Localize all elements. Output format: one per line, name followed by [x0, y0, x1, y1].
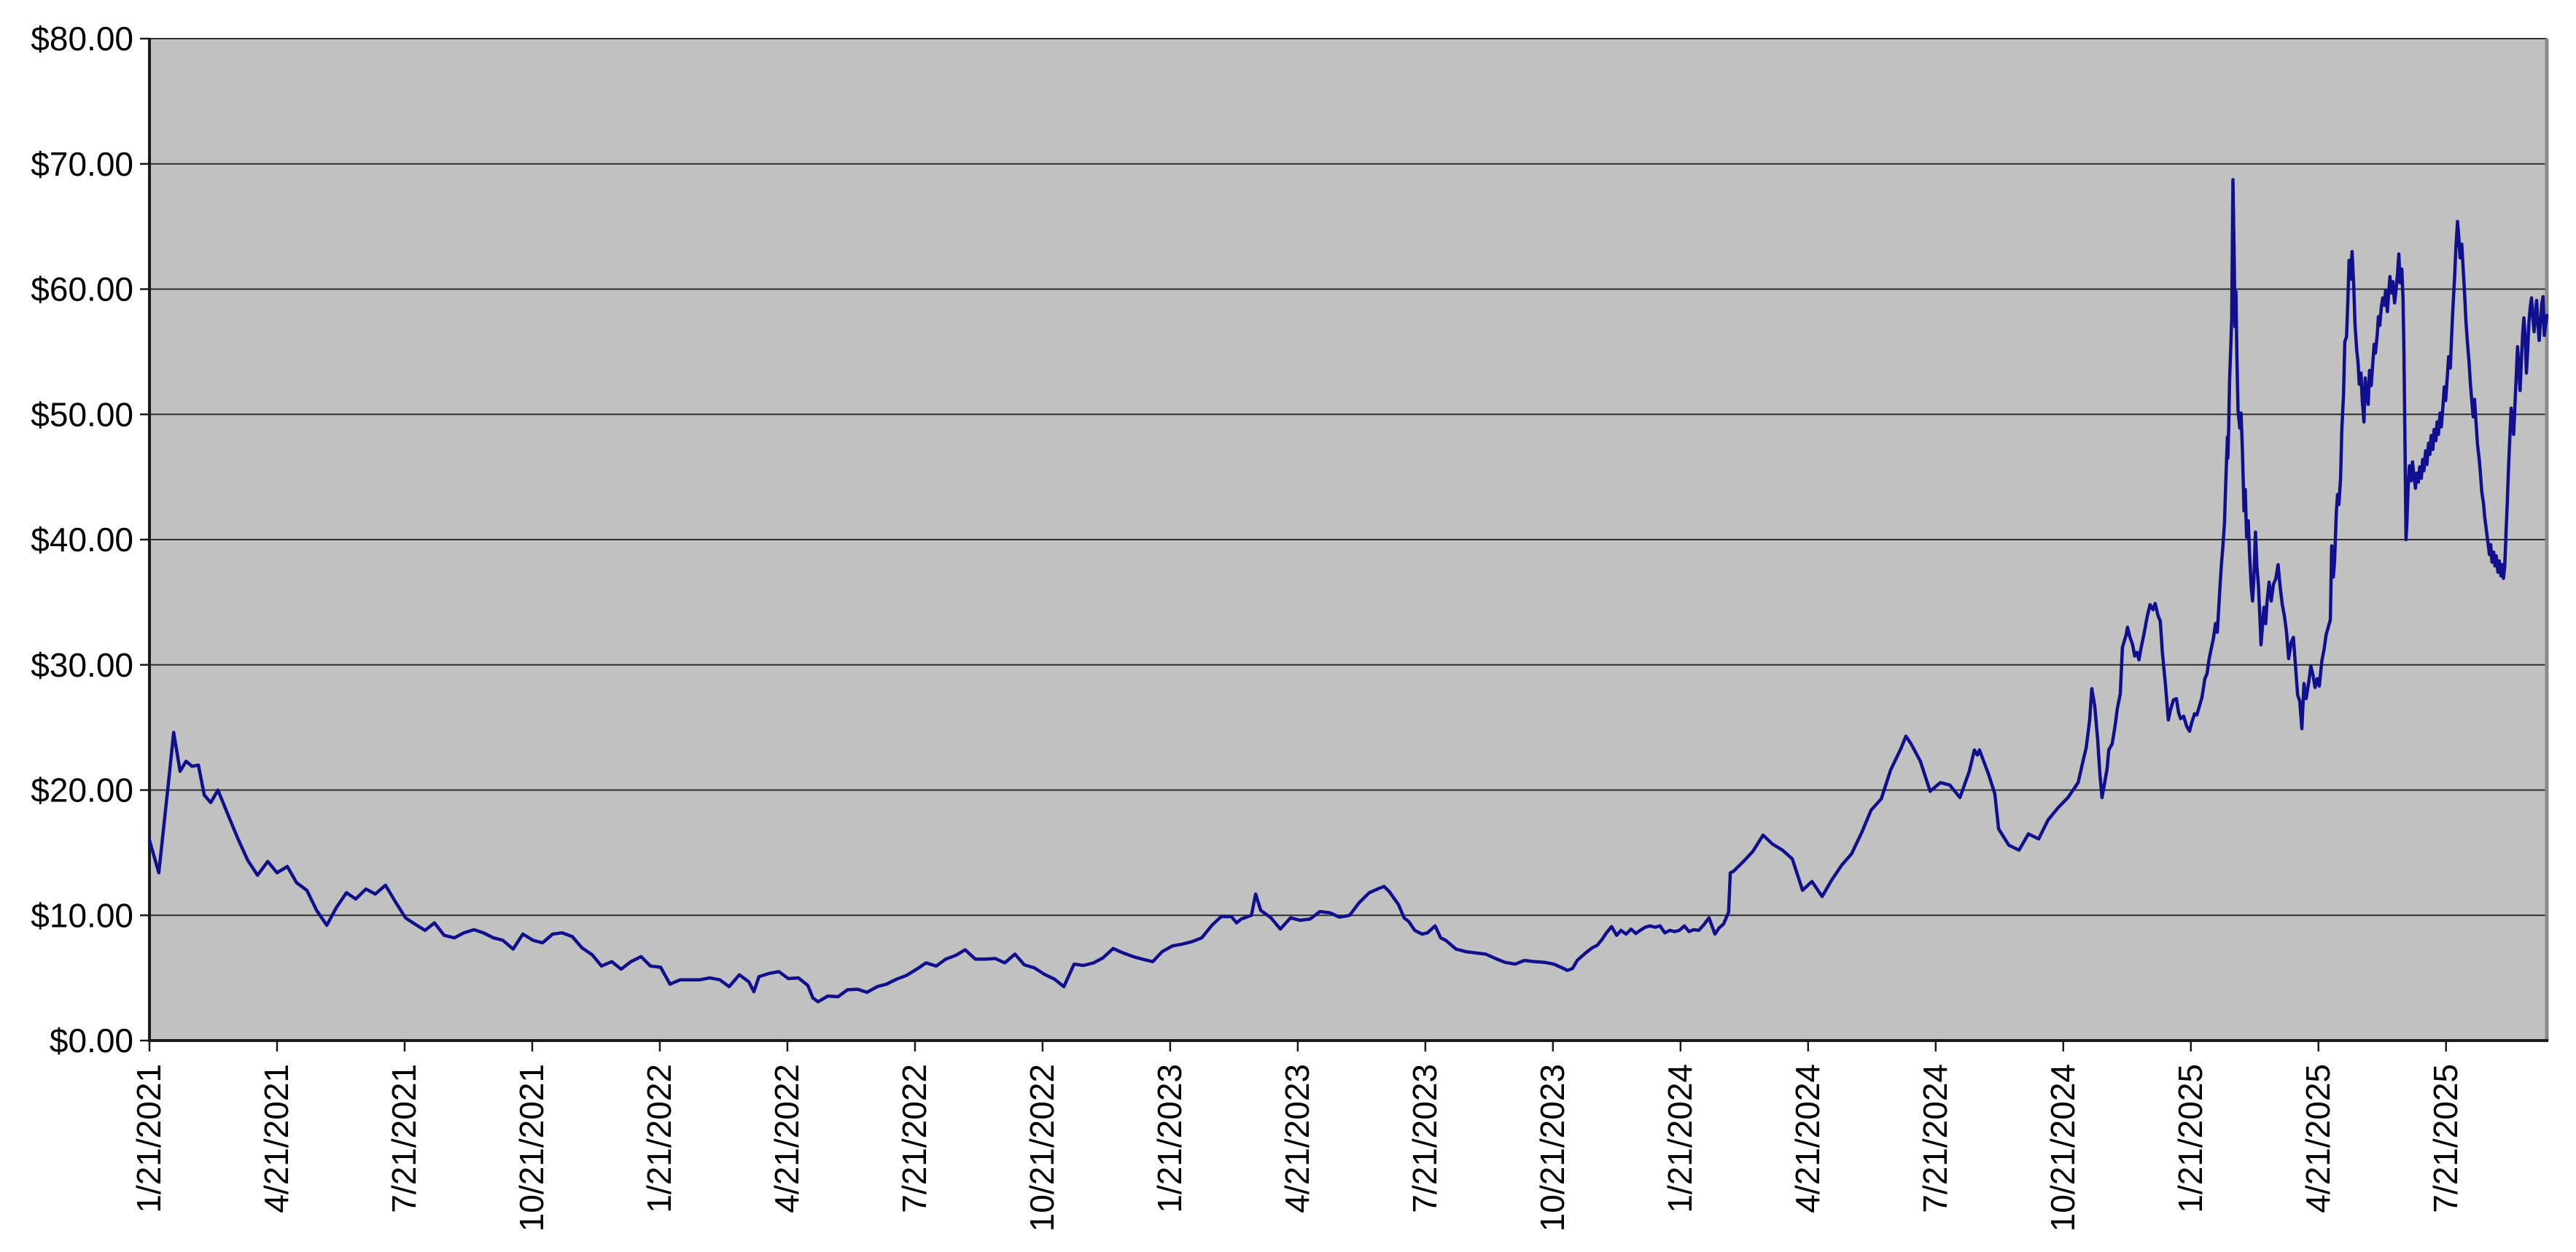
- y-axis-label: $50.00: [31, 395, 133, 433]
- x-axis-label: 10/21/2022: [1023, 1064, 1061, 1232]
- x-axis-label: 10/21/2024: [2044, 1064, 2082, 1232]
- x-axis-label: 4/21/2021: [257, 1064, 295, 1213]
- x-axis-label: 4/21/2022: [768, 1064, 806, 1213]
- x-axis-label: 1/21/2024: [1661, 1064, 1699, 1213]
- x-axis-label: 7/21/2025: [2427, 1064, 2464, 1213]
- x-axis-label: 10/21/2023: [1533, 1064, 1571, 1232]
- y-axis-label: $80.00: [31, 20, 133, 58]
- x-axis-label: 1/21/2021: [130, 1064, 168, 1213]
- x-axis-label: 1/21/2025: [2171, 1064, 2209, 1213]
- y-axis-label: $60.00: [31, 271, 133, 308]
- x-axis-label: 7/21/2023: [1406, 1064, 1444, 1213]
- x-axis-label: 4/21/2024: [1789, 1064, 1826, 1213]
- x-axis-label: 10/21/2021: [513, 1064, 550, 1232]
- y-axis-label: $10.00: [31, 896, 133, 934]
- x-axis-label: 4/21/2023: [1278, 1064, 1316, 1213]
- price-line: [147, 178, 2549, 1004]
- y-axis-label: $20.00: [31, 771, 133, 809]
- x-axis-label: 4/21/2025: [2299, 1064, 2337, 1213]
- y-axis-label: $40.00: [31, 521, 133, 559]
- x-axis-label: 1/21/2023: [1151, 1064, 1188, 1213]
- x-axis-label: 1/21/2022: [640, 1064, 678, 1213]
- x-axis-label: 7/21/2021: [385, 1064, 423, 1213]
- y-axis-label: $70.00: [31, 145, 133, 183]
- y-axis-label: $0.00: [50, 1022, 133, 1059]
- x-axis-label: 7/21/2024: [1916, 1064, 1954, 1213]
- y-axis-label: $30.00: [31, 646, 133, 684]
- x-axis-label: 7/21/2022: [895, 1064, 933, 1213]
